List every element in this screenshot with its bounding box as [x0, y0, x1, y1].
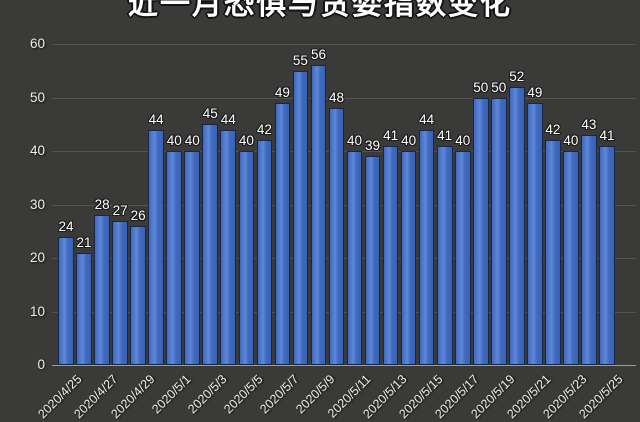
bar — [509, 86, 525, 365]
bar-value-label: 39 — [365, 138, 381, 154]
bar — [202, 124, 219, 365]
bar-value-label: 40 — [166, 133, 182, 148]
bar-value-label: 40 — [238, 133, 254, 148]
bar-value-label: 49 — [527, 84, 543, 100]
bar-value-label: 40 — [401, 133, 417, 148]
bar-value-label: 50 — [491, 79, 507, 95]
bar — [274, 102, 291, 365]
bar-value-label: 27 — [112, 202, 128, 218]
bar — [599, 145, 615, 365]
bar — [400, 151, 417, 365]
y-tick-label: 10 — [29, 303, 45, 319]
bar-value-label: 41 — [383, 127, 399, 143]
bar-value-label: 43 — [581, 116, 597, 132]
bar — [58, 236, 74, 365]
bar — [581, 134, 597, 365]
bar — [346, 151, 363, 365]
bar-value-label: 40 — [563, 133, 579, 148]
bar — [166, 151, 183, 365]
bar-value-label: 40 — [455, 133, 471, 148]
bar-value-label: 42 — [256, 122, 272, 138]
gridline — [52, 44, 636, 45]
bar — [238, 151, 255, 365]
gridline — [52, 97, 636, 99]
bar-value-label: 50 — [473, 79, 489, 95]
bar-value-label: 44 — [220, 111, 236, 127]
y-tick-label: 20 — [29, 250, 45, 265]
bar — [545, 140, 561, 365]
bar — [364, 156, 381, 365]
bar — [256, 140, 273, 365]
bar-value-label: 28 — [94, 197, 110, 213]
bar — [76, 252, 92, 365]
bar-value-label: 56 — [310, 47, 326, 63]
bar — [130, 225, 146, 365]
bar — [454, 151, 471, 365]
bar-value-label: 44 — [419, 111, 435, 127]
bar-value-label: 42 — [545, 122, 561, 138]
bar-value-label: 44 — [148, 111, 164, 127]
y-tick-label: 50 — [29, 89, 45, 105]
bar-value-label: 41 — [437, 127, 453, 143]
bar — [310, 65, 327, 365]
bar — [436, 145, 453, 365]
bar-value-label: 26 — [130, 207, 146, 223]
bar-value-label: 40 — [347, 133, 363, 148]
bar — [148, 129, 164, 365]
bar — [490, 97, 507, 365]
bar — [112, 220, 128, 365]
x-axis-line — [52, 365, 636, 366]
bar — [418, 129, 435, 365]
bar — [527, 102, 543, 365]
y-tick-label: 30 — [29, 196, 45, 212]
bar — [292, 70, 309, 365]
y-tick-label: 40 — [29, 143, 45, 158]
bar — [382, 145, 399, 365]
bar-value-label: 45 — [202, 106, 218, 122]
bar-value-label: 21 — [76, 234, 92, 250]
bar — [184, 151, 201, 365]
y-tick-label: 60 — [29, 36, 45, 51]
y-tick-label: 0 — [37, 357, 45, 372]
bar — [472, 97, 489, 365]
bar — [220, 129, 237, 365]
bar — [94, 215, 110, 365]
bar-value-label: 24 — [58, 218, 74, 234]
chart-title: 近一月恐惧与贪婪指数变化 — [128, 0, 512, 21]
bar — [563, 151, 579, 365]
bar-value-label: 52 — [509, 68, 525, 84]
bar-value-label: 41 — [599, 127, 615, 143]
bar-value-label: 49 — [274, 84, 290, 100]
bar-value-label: 40 — [184, 133, 200, 148]
bar-value-label: 48 — [328, 90, 345, 106]
bar-value-label: 55 — [292, 52, 308, 68]
bar — [328, 108, 345, 365]
